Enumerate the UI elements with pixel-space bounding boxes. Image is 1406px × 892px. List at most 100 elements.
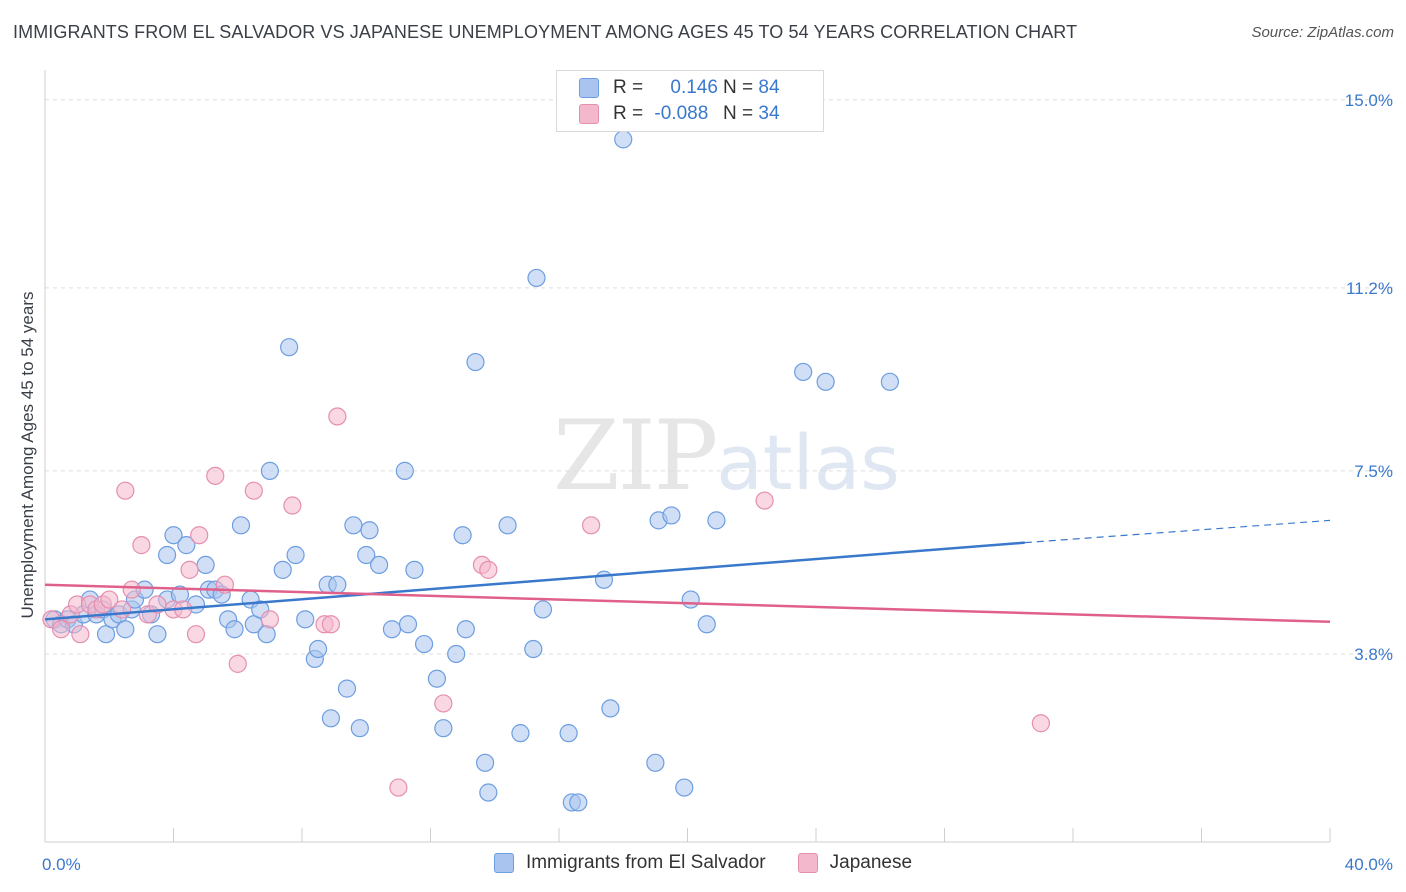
legend-swatch-pink — [579, 104, 599, 124]
watermark-atlas: atlas — [716, 418, 900, 507]
point-japanese — [228, 654, 247, 673]
point-japanese — [132, 536, 151, 555]
legend-r-block: R = -0.088 — [613, 103, 723, 125]
watermark-zip: ZIP — [553, 400, 718, 512]
point-japanese — [755, 491, 774, 510]
point-el-salvador — [614, 130, 633, 149]
point-el-salvador — [414, 634, 434, 654]
point-el-salvador — [360, 521, 379, 540]
point-el-salvador — [260, 461, 279, 480]
point-el-salvador — [479, 783, 498, 802]
point-el-salvador — [601, 699, 620, 718]
point-japanese — [260, 610, 279, 629]
point-el-salvador — [453, 526, 472, 545]
legend-item-el-salvador[interactable]: Immigrants from El Salvador — [493, 852, 766, 874]
point-el-salvador — [148, 625, 167, 644]
point-japanese — [100, 590, 119, 609]
point-el-salvador — [164, 526, 183, 545]
y-tick-label: 11.2% — [1346, 279, 1393, 298]
y-tick-label: 7.5% — [1354, 462, 1393, 481]
source-label: Source: ZipAtlas.com — [1251, 24, 1394, 41]
point-japanese — [244, 481, 263, 500]
x-tick-label: 0.0% — [42, 855, 81, 874]
point-el-salvador — [527, 268, 546, 288]
point-japanese — [283, 496, 302, 515]
point-el-salvador — [328, 575, 347, 594]
point-japanese — [180, 560, 199, 579]
legend-row-japanese: R = -0.088 N = 34 — [579, 102, 780, 126]
point-japanese — [206, 466, 225, 485]
point-el-salvador — [594, 570, 614, 589]
legend-label-el-salvador: Immigrants from El Salvador — [525, 852, 766, 873]
point-el-salvador — [456, 620, 475, 639]
point-el-salvador — [466, 352, 485, 372]
point-el-salvador — [707, 511, 726, 530]
point-el-salvador — [296, 610, 315, 629]
legend-n-value: 34 — [758, 103, 780, 124]
point-el-salvador — [476, 753, 495, 772]
point-el-salvador — [308, 639, 328, 659]
legend-n-value: 84 — [758, 77, 780, 98]
point-japanese — [186, 625, 206, 644]
point-japanese — [71, 625, 90, 644]
point-el-salvador — [447, 644, 466, 664]
point-el-salvador — [225, 620, 244, 639]
point-el-salvador — [697, 615, 716, 634]
point-el-salvador — [398, 615, 418, 634]
point-el-salvador — [344, 516, 363, 535]
point-el-salvador — [196, 555, 215, 575]
watermark: ZIPatlas — [553, 400, 900, 512]
point-el-salvador — [337, 679, 357, 698]
x-tick-label: 40.0% — [1345, 855, 1393, 874]
point-el-salvador — [434, 719, 453, 738]
correlation-legend: R = 0.146 N = 84 R = -0.088 N = 34 — [556, 70, 824, 132]
point-el-salvador — [177, 536, 196, 555]
point-el-salvador — [681, 590, 700, 609]
point-el-salvador — [427, 669, 447, 688]
y-tick-label: 15.0% — [1345, 91, 1393, 110]
point-el-salvador — [498, 516, 517, 535]
point-el-salvador — [675, 778, 694, 797]
point-japanese — [479, 560, 498, 579]
point-japanese — [1031, 714, 1050, 733]
point-el-salvador — [533, 600, 553, 619]
legend-r-label: R = — [613, 77, 644, 98]
y-tick-label: 3.8% — [1354, 645, 1393, 664]
legend-swatch-blue — [579, 78, 599, 98]
legend-swatch-pink — [797, 853, 818, 873]
legend-swatch-blue — [493, 853, 514, 873]
point-el-salvador — [880, 372, 899, 391]
point-el-salvador — [646, 753, 665, 772]
point-el-salvador — [357, 545, 376, 565]
point-el-salvador — [395, 461, 414, 480]
point-el-salvador — [286, 545, 305, 565]
trend-line-japanese — [44, 583, 1331, 624]
trend-line-el-salvador-projection — [1024, 519, 1331, 544]
point-japanese — [190, 526, 209, 545]
point-el-salvador — [370, 555, 389, 575]
legend-r-label: R = — [613, 103, 644, 124]
point-el-salvador — [511, 724, 530, 743]
legend-row-el-salvador: R = 0.146 N = 84 — [579, 76, 780, 100]
point-japanese — [328, 407, 347, 426]
point-el-salvador — [116, 620, 135, 639]
point-japanese — [321, 615, 341, 634]
point-el-salvador — [157, 545, 177, 565]
chart-title: IMMIGRANTS FROM EL SALVADOR VS JAPANESE … — [13, 22, 1078, 42]
trend-line-el-salvador — [44, 541, 1025, 621]
legend-n-label: N = — [723, 77, 754, 98]
legend-r-block: R = 0.146 — [613, 77, 723, 99]
point-japanese — [582, 516, 601, 535]
point-el-salvador — [280, 338, 299, 357]
point-el-salvador — [405, 560, 424, 579]
point-japanese — [116, 481, 135, 500]
legend-item-japanese[interactable]: Japanese — [797, 852, 912, 874]
point-japanese — [434, 694, 453, 713]
legend-r-value: 0.146 — [670, 77, 718, 98]
legend-r-value: -0.088 — [654, 103, 709, 124]
point-el-salvador — [816, 372, 835, 391]
point-el-salvador — [382, 620, 402, 639]
point-japanese — [389, 778, 408, 797]
point-el-salvador — [794, 362, 813, 382]
point-el-salvador — [569, 793, 588, 812]
